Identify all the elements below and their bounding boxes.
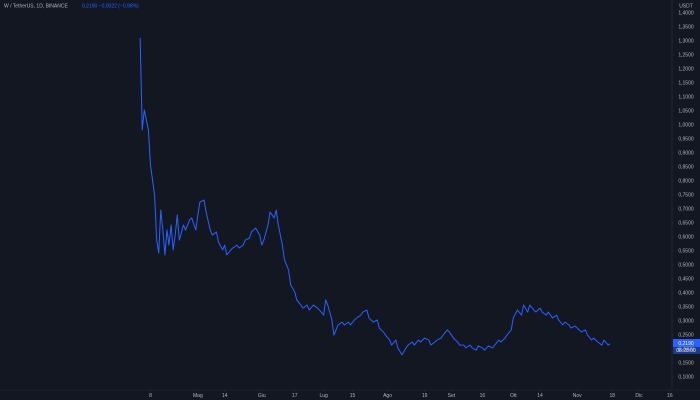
x-tick-label: 8 (149, 393, 152, 399)
y-tick-label: 0,6500 (678, 220, 694, 226)
x-tick-label: Lug (319, 393, 328, 399)
y-tick-label: 0,1000 (678, 374, 694, 380)
x-tick-label: 19 (422, 393, 428, 399)
y-tick-label: 1,2500 (678, 52, 694, 58)
y-tick-label: 1,2000 (678, 66, 694, 72)
x-tick-label: Ago (383, 393, 392, 399)
y-tick-label: 0,1500 (678, 360, 694, 366)
x-tick-label: 15 (350, 393, 356, 399)
y-tick-label: 0,8000 (678, 178, 694, 184)
x-tick-label: 17 (292, 393, 298, 399)
y-tick-label: 0,3500 (678, 304, 694, 310)
countdown-label: 08:28:00 (676, 348, 696, 354)
y-tick-label: 0,2500 (678, 332, 694, 338)
y-tick-label: 1,4000 (678, 10, 694, 16)
y-tick-label: 0,3000 (678, 318, 694, 324)
y-tick-label: 0,9500 (678, 136, 694, 142)
y-tick-label: 1,0000 (678, 122, 694, 128)
y-unit: USDT (679, 3, 693, 9)
symbol-title: W / TetherUS, 1D, BINANCE (4, 3, 68, 9)
x-tick-label: Giu (258, 393, 266, 399)
y-tick-label: 0,8500 (678, 164, 694, 170)
price-tag (673, 339, 700, 347)
y-tick-label: 0,5500 (678, 248, 694, 254)
x-tick-label: 18 (609, 393, 615, 399)
y-tick-label: 1,1000 (678, 94, 694, 100)
x-tick-label: Set (448, 393, 456, 399)
y-tick-label: 1,3500 (678, 24, 694, 30)
x-tick-label: 16 (480, 393, 486, 399)
y-tick-label: 0,5000 (678, 262, 694, 268)
y-tick-label: 0,4000 (678, 290, 694, 296)
x-tick-label: Nov (573, 393, 582, 399)
quote: 0,2190 −0,0022 (−0,98%) (82, 3, 139, 9)
x-tick-label: 16 (667, 393, 673, 399)
y-tick-label: 0,7500 (678, 192, 694, 198)
price-line (139, 37, 611, 356)
x-tick-label: Mag (193, 393, 203, 399)
x-tick-label: 14 (537, 393, 543, 399)
y-tick-label: 0,9000 (678, 150, 694, 156)
x-tick-label: Ott (510, 393, 517, 399)
plot (139, 37, 611, 356)
countdown-tag (673, 347, 700, 354)
y-tick-label: 1,1500 (678, 80, 694, 86)
x-tick-label: 14 (222, 393, 228, 399)
y-tick-label: 0,4500 (678, 276, 694, 282)
y-tick-label: 0,7000 (678, 206, 694, 212)
y-tick-label: 0,2000 (678, 346, 694, 352)
x-tick-label: Dic (635, 393, 643, 399)
y-tick-label: 1,3000 (678, 38, 694, 44)
y-tick-label: 1,0500 (678, 108, 694, 114)
y-tick-label: 0,6000 (678, 234, 694, 240)
price-tag-label: 0,2190 (678, 341, 694, 347)
